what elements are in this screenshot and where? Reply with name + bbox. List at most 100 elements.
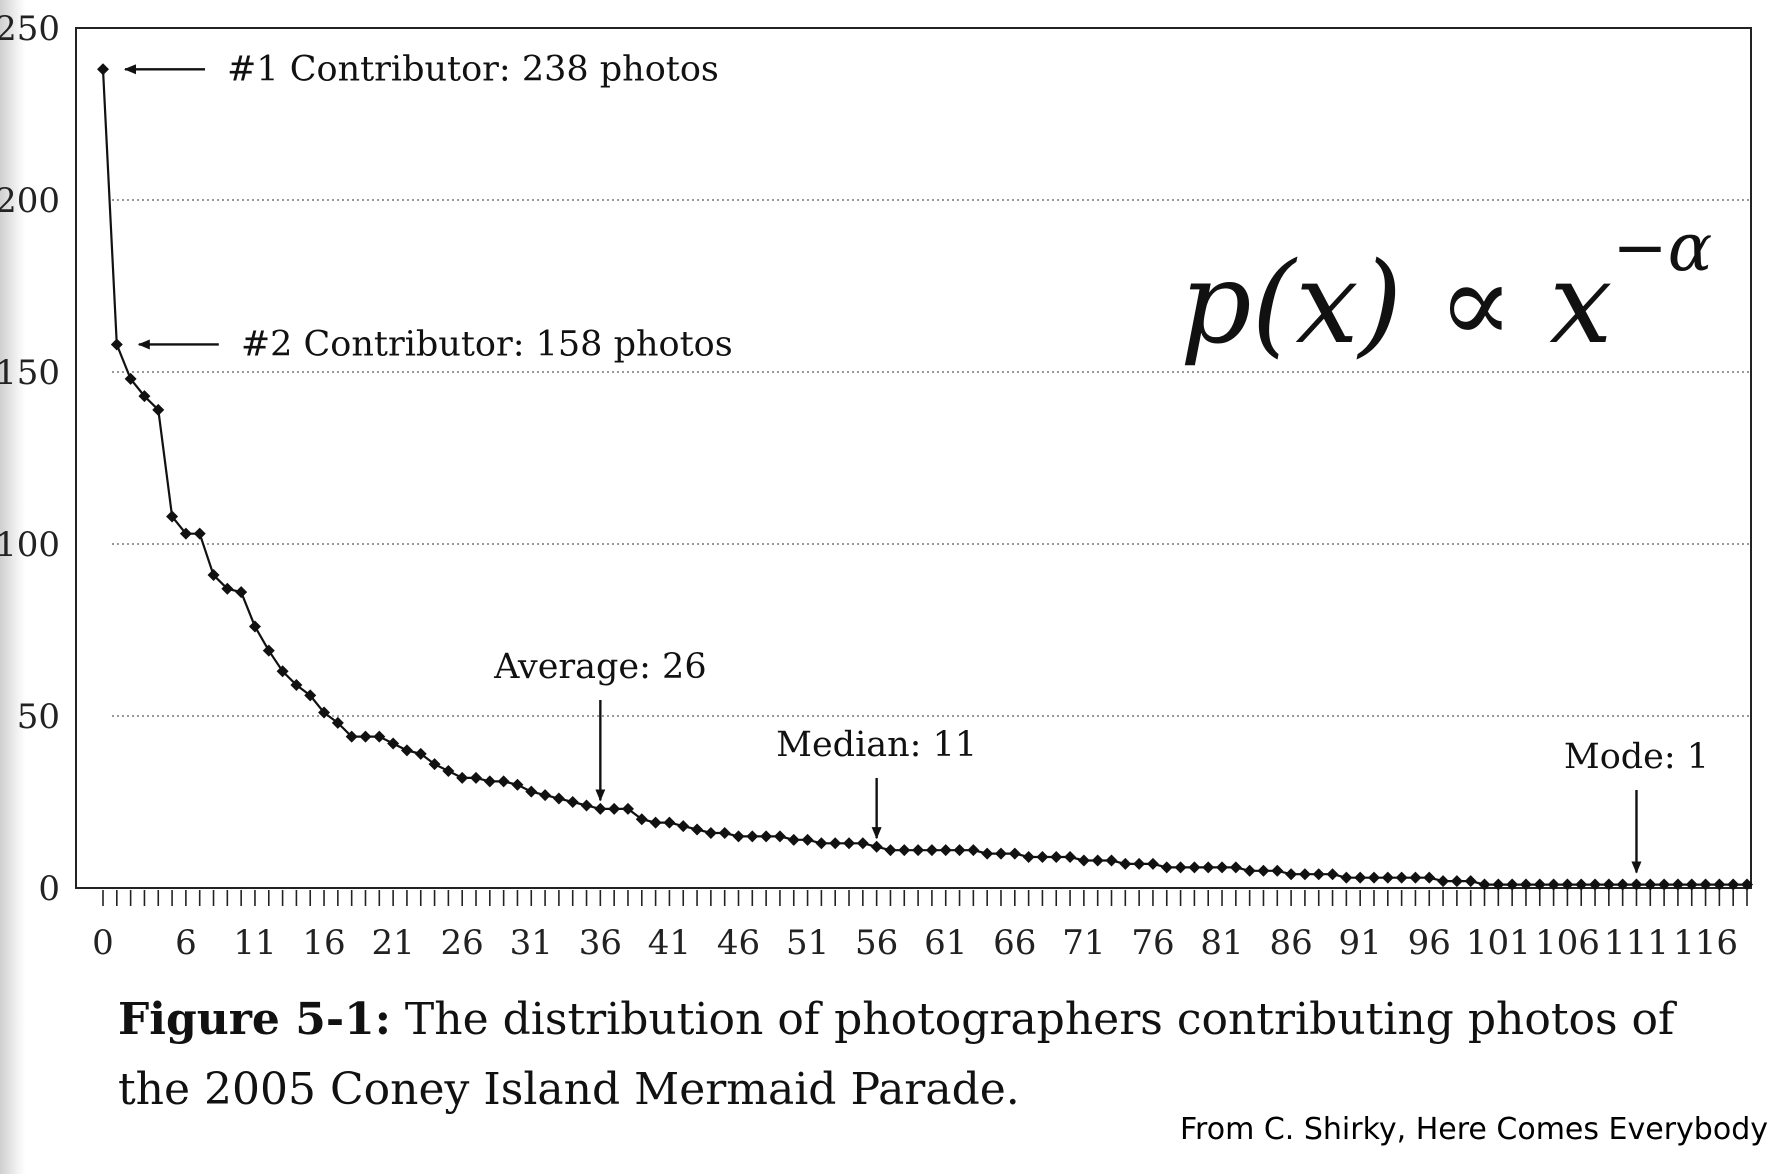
data-point-marker — [1243, 864, 1256, 877]
x-tick-label: 51 — [786, 923, 829, 963]
x-tick-label: 26 — [441, 923, 484, 963]
data-point-marker — [124, 372, 137, 385]
data-point-marker — [1119, 857, 1132, 870]
x-tick-label: 86 — [1269, 923, 1312, 963]
data-point-marker — [400, 744, 413, 757]
y-tick-label: 200 — [0, 181, 60, 221]
data-point-marker — [1174, 861, 1187, 874]
data-point-marker — [1519, 878, 1532, 891]
data-point-marker — [994, 847, 1007, 860]
data-point-marker — [829, 837, 842, 850]
data-point-marker — [1713, 878, 1726, 891]
data-point-marker — [1478, 878, 1491, 891]
data-point-marker — [1492, 878, 1505, 891]
data-point-marker — [511, 778, 524, 791]
grid-lines — [112, 199, 1750, 717]
x-tick-label: 101 — [1466, 923, 1531, 963]
data-point-marker — [843, 837, 856, 850]
data-point-marker — [1644, 878, 1657, 891]
x-tick-label: 41 — [648, 923, 691, 963]
data-point-marker — [704, 826, 717, 839]
data-point-marker — [1285, 868, 1298, 881]
data-point-marker — [1050, 851, 1063, 864]
y-tick-label: 150 — [0, 353, 60, 393]
data-point-marker — [1216, 861, 1229, 874]
data-point-marker — [1533, 878, 1546, 891]
data-point-marker — [925, 844, 938, 857]
data-point-marker — [1423, 871, 1436, 884]
x-tick-label: 61 — [924, 923, 967, 963]
data-point-marker — [787, 833, 800, 846]
data-point-marker — [1146, 857, 1159, 870]
data-point-marker — [497, 775, 510, 788]
data-point-marker — [608, 802, 621, 815]
data-point-marker — [677, 820, 690, 833]
data-point-marker — [898, 844, 911, 857]
data-point-marker — [179, 527, 192, 540]
data-point-marker — [1229, 861, 1242, 874]
data-point-marker — [414, 747, 427, 760]
data-point-marker — [1022, 851, 1035, 864]
data-point-marker — [1658, 878, 1671, 891]
data-point-marker — [663, 816, 676, 829]
data-point-marker — [1298, 868, 1311, 881]
data-point-marker — [138, 390, 151, 403]
source-credit: From C. Shirky, Here Comes Everybody — [1179, 1112, 1768, 1147]
x-tick-label: 71 — [1062, 923, 1105, 963]
figure-label: Figure 5-1: — [118, 994, 391, 1045]
data-point-marker — [566, 796, 579, 808]
data-point-marker — [594, 802, 607, 815]
x-tick-label: 0 — [92, 923, 114, 963]
data-point-marker — [1036, 851, 1049, 864]
data-point-marker — [1354, 871, 1367, 884]
data-point-marker — [649, 816, 662, 829]
data-point-marker — [1202, 861, 1215, 874]
data-point-marker — [221, 582, 234, 595]
x-tick-label: 81 — [1200, 923, 1243, 963]
data-point-marker — [1326, 868, 1339, 881]
formula-base: p(x) ∝ x — [1180, 239, 1613, 369]
data-point-marker — [691, 823, 704, 836]
data-point-marker — [318, 706, 331, 719]
data-point-marker — [1561, 878, 1574, 891]
data-point-marker — [359, 730, 372, 743]
data-point-marker — [539, 789, 552, 802]
data-point-marker — [456, 771, 469, 784]
data-point-marker — [718, 826, 731, 839]
data-point-marker — [967, 844, 980, 857]
data-point-marker — [276, 665, 289, 678]
x-tick-label: 76 — [1131, 923, 1174, 963]
data-point-marker — [1685, 878, 1698, 891]
x-axis-ticks: 0 6 11 16 21 26 31 36 41 46 51 56 61 66 71 76 81 86 91 96 10… — [92, 890, 1748, 963]
data-point-marker — [345, 730, 358, 743]
x-tick-label: 116 — [1673, 923, 1738, 963]
x-tick-label: 21 — [371, 923, 414, 963]
y-tick-label: 50 — [17, 697, 60, 737]
data-point-marker — [815, 837, 828, 850]
data-point-marker — [1064, 851, 1077, 864]
data-point-marker — [1464, 875, 1477, 888]
data-point-marker — [801, 833, 814, 846]
data-point-marker — [290, 679, 303, 692]
data-point-marker — [1367, 871, 1380, 884]
annotation-label: Median: 11 — [776, 725, 977, 765]
data-point-marker — [1257, 864, 1270, 877]
x-tick-label: 66 — [993, 923, 1036, 963]
data-point-marker — [621, 802, 634, 815]
x-tick-label: 111 — [1604, 923, 1669, 963]
data-point-marker — [746, 830, 759, 843]
data-point-marker — [635, 813, 648, 826]
data-point-marker — [580, 799, 593, 812]
data-point-marker — [1671, 878, 1684, 891]
x-tick-label: 56 — [855, 923, 898, 963]
y-tick-label: 0 — [38, 869, 60, 909]
data-point-marker — [1340, 871, 1353, 884]
data-point-marker — [110, 338, 123, 351]
data-point-marker — [1616, 878, 1629, 891]
data-point-marker — [1602, 878, 1615, 891]
data-point-marker — [428, 758, 441, 771]
data-point-marker — [470, 771, 483, 784]
data-point-marker — [1271, 864, 1284, 877]
y-axis-ticks: 0 50 100 150 200 250 — [0, 9, 60, 909]
data-point-marker — [373, 730, 386, 743]
